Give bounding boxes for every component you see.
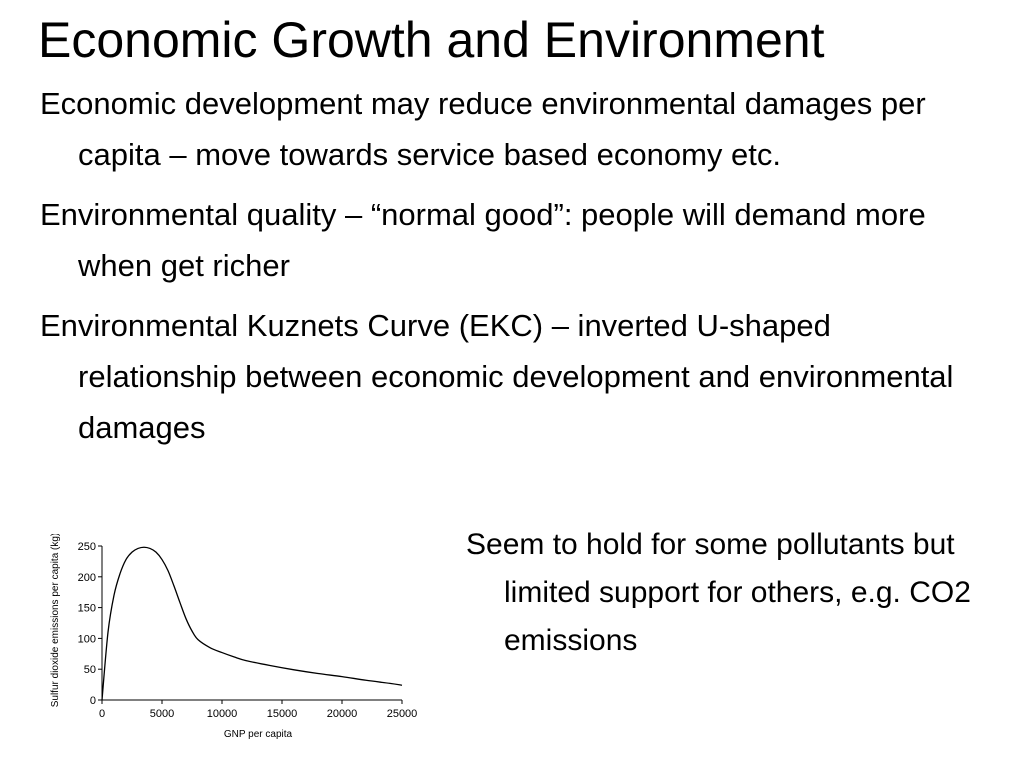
y-axis-label: Sulfur dioxide emissions per capita (kg)	[50, 534, 61, 707]
bullet-ekc: Environmental Kuznets Curve (EKC) – inve…	[40, 308, 954, 445]
x-tick-label: 20000	[327, 708, 358, 720]
y-tick-label: 150	[78, 603, 96, 615]
x-tick-label: 25000	[387, 708, 418, 720]
x-axis-label: GNP per capita	[224, 729, 293, 740]
bullet-list: Economic development may reduce environm…	[40, 78, 970, 462]
y-tick-label: 200	[78, 572, 96, 584]
y-ticks: 0 50 100 150 200 250	[78, 541, 102, 707]
y-tick-label: 100	[78, 633, 96, 645]
y-tick-label: 250	[78, 541, 96, 553]
side-note: Seem to hold for some pollutants but lim…	[466, 528, 971, 657]
x-tick-label: 10000	[207, 708, 238, 720]
x-tick-label: 15000	[267, 708, 298, 720]
x-tick-label: 5000	[150, 708, 174, 720]
x-ticks: 0 5000 10000 15000 20000 25000	[99, 700, 417, 720]
x-tick-label: 0	[99, 708, 105, 720]
ekc-chart: Sulfur dioxide emissions per capita (kg)…	[50, 534, 417, 740]
y-tick-label: 0	[90, 695, 96, 707]
bullet-environmental-quality: Environmental quality – “normal good”: p…	[40, 197, 926, 283]
bullet-economic-development: Economic development may reduce environm…	[40, 86, 926, 172]
ekc-curve-line	[101, 546, 403, 701]
chart-axes	[101, 546, 402, 701]
slide-title: Economic Growth and Environment	[38, 12, 825, 68]
y-tick-label: 50	[84, 664, 96, 676]
